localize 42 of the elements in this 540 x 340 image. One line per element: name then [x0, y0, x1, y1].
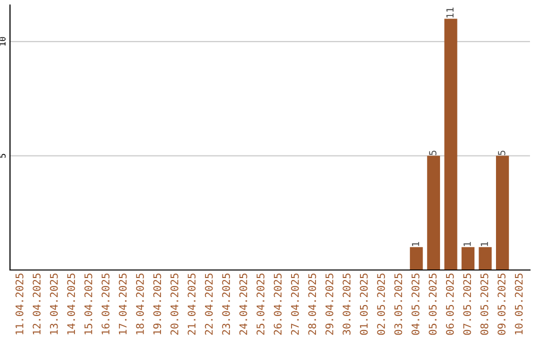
x-tick-label: 09.05.2025 — [498, 274, 506, 335]
x-tick-label: 10.05.2025 — [514, 274, 523, 334]
bar — [444, 18, 458, 270]
data-label: 1 — [464, 242, 471, 246]
x-tick-label: 30.04.2025 — [342, 274, 351, 335]
x-tick-label: 29.04.2025 — [325, 274, 334, 335]
data-label: 1 — [480, 242, 488, 246]
x-tick-label: 24.04.2025 — [239, 274, 248, 335]
x-tick-label: 18.04.2025 — [136, 274, 144, 334]
x-tick-label: 20.04.2025 — [170, 274, 178, 335]
x-tick-label: 06.05.2025 — [446, 274, 454, 335]
x-tick-label: 19.04.2025 — [153, 274, 162, 334]
x-tick-label: 16.04.2025 — [102, 274, 110, 334]
x-tick-label: 28.04.2025 — [308, 274, 316, 335]
x-tick-label: 04.05.2025 — [412, 274, 420, 335]
bar — [410, 247, 423, 270]
x-tick-label: 08.05.2025 — [480, 274, 488, 335]
x-tick-label: 14.04.2025 — [67, 274, 76, 334]
x-tick-label: 23.04.2025 — [222, 274, 230, 335]
x-tick-label: 02.05.2025 — [377, 274, 385, 335]
bar — [496, 156, 509, 270]
data-label: 11 — [446, 8, 454, 18]
x-tick-label: 03.05.2025 — [394, 274, 402, 335]
x-tick-label: 05.05.2025 — [428, 274, 437, 335]
x-tick-label: 13.04.2025 — [50, 274, 58, 334]
x-tick-label: 17.04.2025 — [118, 274, 127, 334]
data-label: 5 — [498, 150, 506, 156]
bar — [478, 247, 492, 270]
x-tick-label: 22.04.2025 — [204, 274, 213, 335]
x-tick-label: 12.04.2025 — [32, 274, 41, 334]
data-label: 1 — [412, 242, 420, 246]
bar — [462, 247, 474, 270]
x-tick-label: 01.05.2025 — [360, 274, 368, 335]
x-tick-label: 25.04.2025 — [256, 274, 264, 335]
x-tick-label: 26.04.2025 — [274, 274, 282, 335]
x-tick-label: 15.04.2025 — [84, 274, 92, 334]
bar — [427, 156, 440, 270]
x-tick-label: 07.05.2025 — [463, 274, 472, 335]
data-label: 5 — [429, 150, 436, 156]
x-tick-label: 11.04.2025 — [16, 274, 24, 334]
x-tick-label: 27.04.2025 — [291, 274, 299, 335]
x-tick-label: 21.04.2025 — [188, 274, 196, 335]
